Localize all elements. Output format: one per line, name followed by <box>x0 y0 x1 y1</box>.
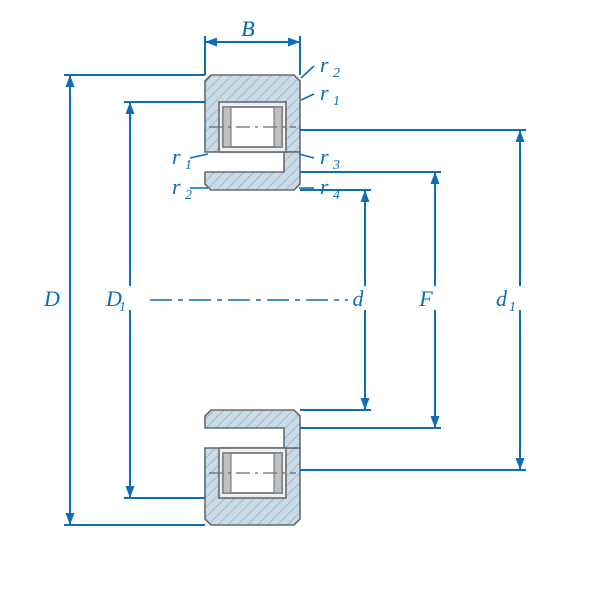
label-r1-top: r1 <box>320 80 340 109</box>
svg-text:3: 3 <box>332 158 340 173</box>
svg-text:1: 1 <box>185 158 192 173</box>
label-r2-top: r2 <box>320 52 340 81</box>
svg-text:r: r <box>172 174 181 199</box>
svg-text:2: 2 <box>185 188 192 203</box>
label-r2-left: r2 <box>172 174 192 203</box>
diagram-stage: BDdFDdFD1d1r2r1r1r2r3r4B <box>0 0 600 600</box>
bearing-cross-section <box>150 75 355 525</box>
svg-text:r: r <box>320 52 329 77</box>
dimension-labels: BDdFDdFD1d1r2r1r1r2r3r4B <box>42 16 522 315</box>
label-r1-left: r1 <box>172 144 192 173</box>
label-r4-right: r4 <box>320 174 340 203</box>
svg-text:2: 2 <box>333 66 340 81</box>
svg-text:4: 4 <box>333 188 340 203</box>
svg-text:d: d <box>353 286 365 311</box>
bearing-diagram: BDdFDdFD1d1r2r1r1r2r3r4B <box>0 0 600 600</box>
svg-text:r: r <box>320 174 329 199</box>
svg-text:1: 1 <box>333 94 340 109</box>
svg-text:1: 1 <box>509 300 516 315</box>
svg-text:d: d <box>496 286 508 311</box>
svg-text:1: 1 <box>119 300 126 315</box>
label-r3-right: r3 <box>320 144 340 173</box>
svg-text:B: B <box>241 16 254 41</box>
svg-text:D: D <box>43 286 60 311</box>
svg-text:r: r <box>172 144 181 169</box>
svg-text:r: r <box>320 144 329 169</box>
svg-text:F: F <box>418 286 433 311</box>
svg-text:r: r <box>320 80 329 105</box>
